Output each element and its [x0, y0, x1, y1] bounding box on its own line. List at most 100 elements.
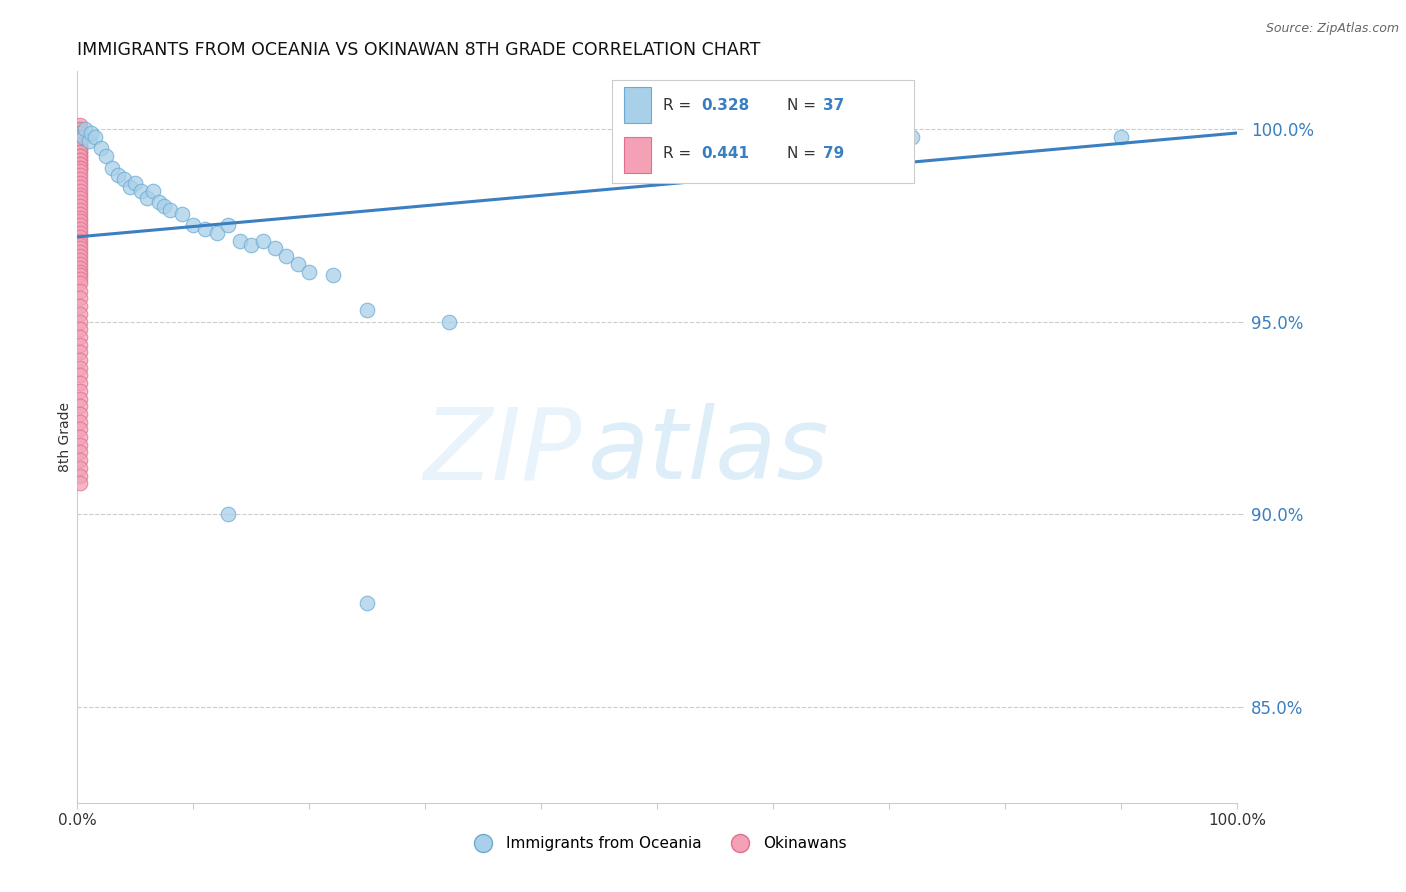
Point: [194, 222, 217, 236]
Point: [69, 245, 91, 260]
Point: [101, 161, 124, 175]
Point: [159, 202, 181, 217]
Point: [69, 260, 91, 275]
Text: R =: R =: [664, 146, 696, 161]
Point: [69, 122, 91, 136]
Point: [77, 134, 100, 148]
Point: [69, 141, 91, 155]
Point: [69, 476, 91, 491]
Point: [69, 237, 91, 252]
Point: [69, 438, 91, 452]
Point: [69, 145, 91, 160]
Point: [80, 126, 103, 140]
Point: [69, 219, 91, 233]
Point: [69, 195, 91, 210]
Point: [69, 164, 91, 178]
Point: [69, 153, 91, 167]
Point: [69, 137, 91, 152]
Text: 0.441: 0.441: [700, 146, 749, 161]
Point: [217, 507, 239, 521]
Point: [69, 299, 91, 313]
Point: [240, 237, 263, 252]
Point: [69, 453, 91, 467]
Point: [69, 461, 91, 475]
Point: [69, 415, 91, 429]
Point: [112, 172, 135, 186]
Point: [69, 129, 91, 144]
FancyBboxPatch shape: [624, 136, 651, 173]
Point: [69, 384, 91, 398]
Point: [69, 202, 91, 217]
Point: [69, 169, 91, 183]
Text: 0.328: 0.328: [700, 98, 749, 113]
Point: [69, 145, 91, 160]
Point: [170, 207, 193, 221]
Point: [298, 264, 321, 278]
Point: [75, 122, 97, 136]
Text: N =: N =: [787, 146, 821, 161]
Point: [69, 207, 91, 221]
Point: [69, 368, 91, 383]
Point: [69, 211, 91, 225]
Point: [69, 157, 91, 171]
Point: [135, 191, 157, 205]
Point: [69, 230, 91, 244]
Point: [69, 330, 91, 344]
Point: [69, 268, 91, 283]
Point: [69, 149, 91, 163]
Point: [69, 430, 91, 444]
Point: [69, 172, 91, 186]
Point: [69, 252, 91, 267]
Point: [69, 353, 91, 368]
Point: [69, 191, 91, 205]
Point: [69, 153, 91, 167]
Point: [205, 226, 228, 240]
Point: [69, 264, 91, 278]
Point: [124, 176, 146, 190]
Text: atlas: atlas: [588, 403, 830, 500]
Point: [69, 315, 91, 329]
Point: [69, 161, 91, 175]
Point: [69, 307, 91, 321]
Point: [69, 337, 91, 351]
Point: [69, 468, 91, 483]
Legend: Immigrants from Oceania, Okinawans: Immigrants from Oceania, Okinawans: [463, 830, 852, 857]
Text: ZIP: ZIP: [423, 403, 582, 500]
Point: [69, 445, 91, 459]
Point: [69, 345, 91, 359]
Point: [142, 184, 165, 198]
Point: [274, 249, 298, 263]
Point: [129, 184, 152, 198]
Point: [69, 392, 91, 406]
Point: [69, 149, 91, 163]
FancyBboxPatch shape: [624, 87, 651, 123]
Point: [83, 129, 105, 144]
Point: [69, 292, 91, 306]
Y-axis label: 8th Grade: 8th Grade: [58, 402, 72, 472]
Point: [69, 242, 91, 256]
Point: [69, 134, 91, 148]
Point: [118, 179, 141, 194]
Point: [228, 234, 252, 248]
Point: [69, 141, 91, 155]
Point: [69, 407, 91, 421]
Point: [72, 129, 94, 144]
Point: [69, 272, 91, 286]
Point: [69, 122, 91, 136]
Point: [901, 129, 924, 144]
Point: [263, 242, 285, 256]
Text: 37: 37: [824, 98, 845, 113]
Point: [356, 596, 378, 610]
Point: [69, 187, 91, 202]
Text: IMMIGRANTS FROM OCEANIA VS OKINAWAN 8TH GRADE CORRELATION CHART: IMMIGRANTS FROM OCEANIA VS OKINAWAN 8TH …: [77, 41, 761, 59]
Point: [69, 199, 91, 213]
Point: [437, 315, 460, 329]
Point: [69, 276, 91, 290]
Point: [69, 118, 91, 132]
Point: [321, 268, 344, 283]
Point: [217, 219, 239, 233]
Point: [69, 234, 91, 248]
Text: 79: 79: [824, 146, 845, 161]
Point: [69, 161, 91, 175]
Point: [252, 234, 274, 248]
